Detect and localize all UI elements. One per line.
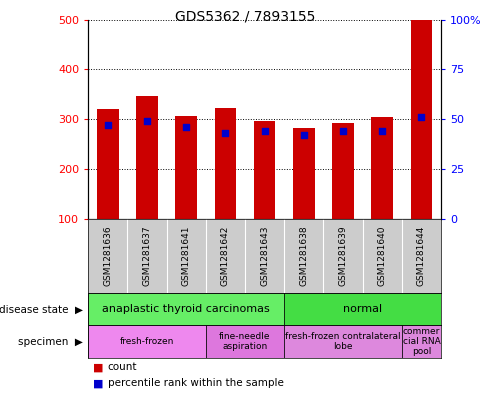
Point: [417, 114, 425, 120]
Text: GSM1281642: GSM1281642: [221, 226, 230, 286]
Text: fine-needle
aspiration: fine-needle aspiration: [219, 332, 271, 351]
Text: ■: ■: [93, 362, 103, 373]
Text: GSM1281644: GSM1281644: [417, 226, 426, 286]
Text: count: count: [108, 362, 137, 373]
Text: GSM1281641: GSM1281641: [182, 226, 191, 286]
Bar: [254, 121, 275, 219]
Text: GSM1281637: GSM1281637: [143, 226, 151, 286]
Text: GDS5362 / 7893155: GDS5362 / 7893155: [175, 10, 315, 24]
Point: [143, 118, 151, 124]
Point: [378, 128, 386, 134]
Text: percentile rank within the sample: percentile rank within the sample: [108, 378, 284, 388]
Text: ■: ■: [93, 378, 103, 388]
Text: fresh-frozen: fresh-frozen: [120, 337, 174, 346]
Text: commer
cial RNA
pool: commer cial RNA pool: [402, 327, 441, 356]
Bar: [206, 325, 284, 358]
Bar: [97, 109, 119, 219]
Text: GSM1281636: GSM1281636: [103, 226, 112, 286]
Text: GSM1281640: GSM1281640: [378, 226, 387, 286]
Bar: [284, 325, 402, 358]
Point: [104, 122, 112, 128]
Text: GSM1281638: GSM1281638: [299, 226, 308, 286]
Bar: [88, 293, 284, 325]
Text: fresh-frozen contralateral
lobe: fresh-frozen contralateral lobe: [285, 332, 401, 351]
Point: [339, 128, 347, 134]
Bar: [215, 108, 236, 219]
Text: disease state  ▶: disease state ▶: [0, 304, 83, 314]
Bar: [136, 96, 158, 219]
Point: [182, 124, 190, 130]
Bar: [402, 325, 441, 358]
Point: [221, 130, 229, 136]
Text: normal: normal: [343, 304, 382, 314]
Bar: [175, 116, 197, 219]
Text: anaplastic thyroid carcinomas: anaplastic thyroid carcinomas: [102, 304, 270, 314]
Point: [261, 128, 269, 134]
Point: [300, 132, 308, 138]
Bar: [88, 325, 206, 358]
Text: GSM1281643: GSM1281643: [260, 226, 269, 286]
Bar: [371, 117, 393, 219]
Bar: [293, 128, 315, 219]
Text: GSM1281639: GSM1281639: [339, 226, 347, 286]
Bar: [411, 0, 432, 219]
Text: specimen  ▶: specimen ▶: [19, 336, 83, 347]
Bar: [284, 293, 441, 325]
Bar: [332, 123, 354, 219]
